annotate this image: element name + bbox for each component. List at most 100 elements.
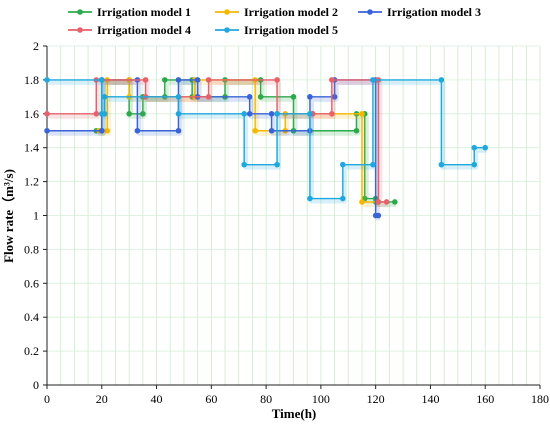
y-axis-label: Flow rate（m³/s) bbox=[1, 169, 16, 263]
data-point bbox=[268, 111, 275, 117]
data-point bbox=[471, 144, 478, 151]
axes: 0 20 40 60 80 100 120 140 160 180 0 0.2 0.4 0.6 0.8 1 1.… bbox=[24, 39, 549, 406]
series-shadow bbox=[100, 79, 380, 207]
y-tick-label: 0.8 bbox=[24, 242, 39, 256]
y-tick-label: 0.4 bbox=[24, 310, 39, 324]
data-point bbox=[307, 195, 313, 202]
x-tick-label: 0 bbox=[44, 392, 50, 406]
legend: Irrigation model 1 Irrigation model 2 Irri… bbox=[68, 5, 481, 37]
data-point bbox=[274, 77, 280, 83]
data-point bbox=[438, 77, 445, 83]
y-tick-label: 0.2 bbox=[24, 344, 39, 358]
data-point bbox=[104, 127, 111, 134]
series-layer bbox=[44, 77, 489, 221]
legend-item: Irrigation model 4 bbox=[68, 23, 191, 37]
legend-item: Irrigation model 3 bbox=[358, 5, 481, 19]
data-point bbox=[205, 94, 212, 100]
data-point bbox=[329, 77, 335, 83]
data-point bbox=[471, 161, 478, 168]
legend-label: Irrigation model 3 bbox=[387, 5, 481, 19]
series-5 bbox=[44, 77, 489, 204]
data-point bbox=[359, 199, 365, 205]
data-point bbox=[142, 77, 149, 83]
data-point bbox=[340, 161, 346, 168]
data-point bbox=[257, 94, 264, 100]
series-line bbox=[47, 79, 379, 217]
data-point bbox=[140, 111, 146, 117]
data-point bbox=[353, 127, 360, 134]
data-point bbox=[101, 111, 108, 117]
x-tick-label: 140 bbox=[421, 392, 439, 406]
y-tick-label: 1.6 bbox=[24, 107, 39, 121]
data-point bbox=[98, 77, 105, 83]
data-point bbox=[274, 161, 280, 168]
legend-label: Irrigation model 2 bbox=[244, 5, 338, 19]
legend-swatch-marker bbox=[77, 27, 83, 33]
data-point bbox=[329, 111, 335, 117]
data-point bbox=[44, 77, 50, 83]
legend-swatch-marker bbox=[224, 9, 230, 15]
legend-label: Irrigation model 5 bbox=[244, 23, 338, 37]
x-tick-label: 60 bbox=[205, 392, 217, 406]
data-point bbox=[246, 111, 253, 117]
legend-item: Irrigation model 2 bbox=[215, 5, 338, 19]
data-point bbox=[375, 199, 382, 205]
legend-swatch-marker bbox=[367, 9, 373, 15]
data-point bbox=[175, 111, 182, 117]
data-point bbox=[161, 77, 168, 83]
data-point bbox=[44, 111, 50, 117]
data-point bbox=[44, 127, 50, 134]
data-point bbox=[307, 111, 313, 117]
legend-label: Irrigation model 1 bbox=[97, 5, 191, 19]
data-point bbox=[340, 195, 346, 202]
data-point bbox=[383, 199, 390, 205]
data-point bbox=[482, 144, 489, 151]
x-tick-label: 120 bbox=[367, 392, 385, 406]
data-point bbox=[375, 212, 382, 219]
series-3 bbox=[44, 77, 382, 221]
y-tick-label: 2 bbox=[33, 39, 39, 53]
series-shadow bbox=[97, 79, 397, 207]
data-point bbox=[194, 77, 201, 83]
x-tick-label: 20 bbox=[96, 392, 108, 406]
data-point bbox=[246, 94, 253, 100]
y-tick-label: 0.6 bbox=[24, 276, 39, 290]
data-point bbox=[241, 161, 247, 168]
series-shadow bbox=[48, 79, 389, 207]
y-tick-label: 0 bbox=[33, 378, 39, 392]
legend-item: Irrigation model 1 bbox=[68, 5, 191, 19]
data-point bbox=[370, 77, 376, 83]
x-tick-label: 100 bbox=[312, 392, 330, 406]
x-tick-label: 160 bbox=[476, 392, 494, 406]
data-point bbox=[438, 161, 445, 168]
data-point bbox=[175, 77, 182, 83]
x-tick-label: 180 bbox=[531, 392, 549, 406]
data-point bbox=[98, 127, 105, 134]
data-point bbox=[241, 111, 247, 117]
data-point bbox=[359, 111, 365, 117]
series-shadow bbox=[48, 79, 487, 204]
legend-swatch-marker bbox=[224, 27, 230, 33]
y-tick-label: 1.4 bbox=[24, 141, 39, 155]
x-axis-label: Time(h) bbox=[272, 406, 317, 421]
y-tick-label: 1.8 bbox=[24, 73, 39, 87]
data-point bbox=[307, 94, 313, 100]
y-tick-label: 1.2 bbox=[24, 175, 39, 189]
data-point bbox=[175, 94, 182, 100]
data-point bbox=[331, 94, 338, 100]
data-point bbox=[134, 127, 141, 134]
data-point bbox=[205, 77, 212, 83]
series-line bbox=[47, 79, 486, 200]
data-point bbox=[274, 111, 280, 117]
data-point bbox=[290, 94, 297, 100]
series-shadow bbox=[48, 79, 380, 221]
data-point bbox=[252, 127, 258, 134]
x-tick-label: 40 bbox=[151, 392, 163, 406]
legend-swatch-marker bbox=[77, 9, 83, 15]
data-point bbox=[370, 161, 376, 168]
x-tick-label: 80 bbox=[260, 392, 272, 406]
series-line bbox=[96, 79, 395, 203]
data-point bbox=[101, 94, 108, 100]
data-point bbox=[93, 111, 100, 117]
